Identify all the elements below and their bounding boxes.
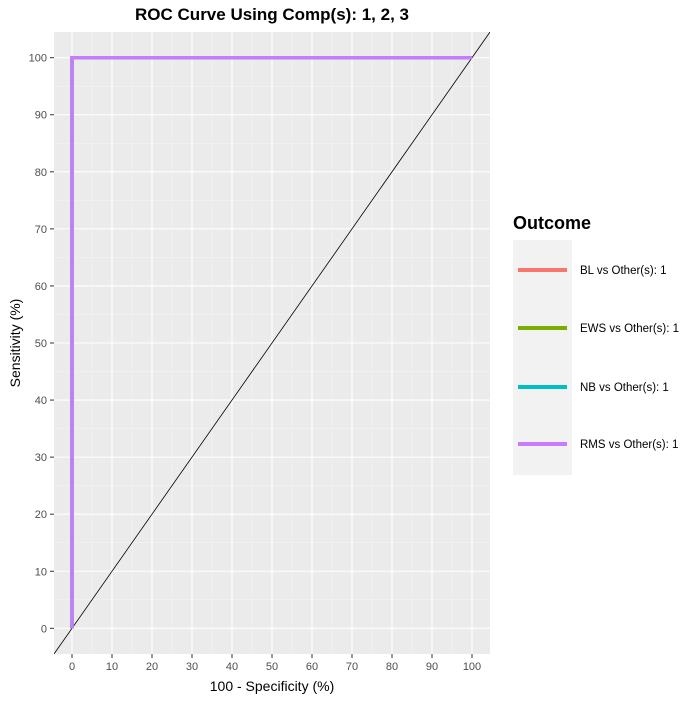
y-tick-label: 10 xyxy=(35,566,47,578)
x-axis-ticks: 0 10 20 30 40 50 60 70 80 90 100 xyxy=(69,654,481,673)
x-tick-label: 30 xyxy=(186,661,198,673)
y-tick-label: 30 xyxy=(35,452,47,464)
x-tick-label: 0 xyxy=(69,661,75,673)
x-tick-label: 50 xyxy=(266,661,278,673)
legend-title: Outcome xyxy=(513,213,591,233)
y-tick-label: 20 xyxy=(35,509,47,521)
x-tick-label: 10 xyxy=(106,661,118,673)
x-tick-label: 80 xyxy=(386,661,398,673)
y-tick-label: 100 xyxy=(29,53,47,65)
reference-line-layer xyxy=(54,32,490,654)
x-tick-label: 100 xyxy=(463,661,481,673)
diagonal-reference-line xyxy=(54,32,490,654)
legend-label-ews: EWS vs Other(s): 1 xyxy=(580,323,679,335)
y-tick-label: 50 xyxy=(35,338,47,350)
y-tick-label: 80 xyxy=(35,167,47,179)
legend-label-rms: RMS vs Other(s): 1 xyxy=(580,439,678,451)
x-tick-label: 40 xyxy=(226,661,238,673)
y-axis-ticks: 0 10 20 30 40 50 60 70 80 90 100 xyxy=(29,53,54,635)
x-axis-title: 100 - Specificity (%) xyxy=(210,678,334,694)
x-tick-label: 90 xyxy=(426,661,438,673)
x-tick-label: 70 xyxy=(346,661,358,673)
chart-title: ROC Curve Using Comp(s): 1, 2, 3 xyxy=(135,5,409,24)
y-tick-label: 60 xyxy=(35,281,47,293)
roc-series-line-3 xyxy=(70,55,472,629)
x-tick-label: 20 xyxy=(146,661,158,673)
legend-label-nb: NB vs Other(s): 1 xyxy=(580,382,669,394)
y-tick-label: 90 xyxy=(35,110,47,122)
y-axis-title: Sensitivity (%) xyxy=(7,299,23,388)
roc-series-layer xyxy=(70,55,472,629)
legend-key-background xyxy=(513,240,572,475)
y-tick-label: 40 xyxy=(35,395,47,407)
y-tick-label: 0 xyxy=(41,623,47,635)
legend-label-bl: BL vs Other(s): 1 xyxy=(580,265,667,277)
x-tick-label: 60 xyxy=(306,661,318,673)
legend: Outcome BL vs Other(s): 1 EWS vs Other(s… xyxy=(513,213,679,475)
y-tick-label: 70 xyxy=(35,224,47,236)
